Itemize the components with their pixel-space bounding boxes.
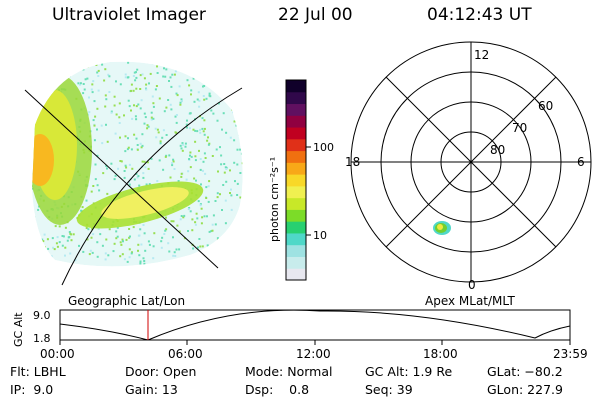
colorbar-segment — [286, 209, 306, 222]
dsp-status: Dsp: 0.8 — [245, 382, 310, 397]
mlt-label-18: 18 — [345, 155, 360, 169]
apex-caption: Apex MLat/MLT — [425, 294, 515, 308]
colorbar-segment — [286, 162, 306, 175]
colorbar-segment — [286, 115, 306, 128]
colorbar-segment — [286, 174, 306, 187]
x-tick-2359: 23:59 — [553, 347, 588, 361]
lat-label-60: 60 — [538, 99, 553, 113]
auroral-image — [32, 61, 243, 267]
colorbar-segment — [286, 221, 306, 234]
colorbar-segment — [286, 80, 306, 93]
mlt-label-6: 6 — [577, 155, 585, 169]
alt-min-label: 1.8 — [33, 332, 51, 345]
geographic-caption: Geographic Lat/Lon — [68, 294, 185, 308]
seq-status: Seq: 39 — [365, 382, 413, 397]
ip-status: IP: 9.0 — [10, 382, 54, 397]
geo-grid-lines — [24, 87, 243, 286]
colorbar-segment — [286, 91, 306, 105]
colorbar-frame — [285, 79, 307, 281]
colorbar-segment — [286, 268, 306, 281]
mode-status: Mode: Normal — [245, 364, 333, 379]
polar-grid — [350, 41, 592, 283]
alt-axis-label: GC Alt — [12, 312, 25, 347]
colorbar-segment — [286, 197, 306, 210]
mlt-label-0: 0 — [468, 278, 476, 292]
colorbar-tick-label-10: 10 — [313, 229, 327, 242]
gain-status: Gain: 13 — [125, 382, 178, 397]
mlt-label-12: 12 — [474, 48, 489, 62]
colorbar-unit-label: photon cm⁻²s⁻¹ — [268, 157, 281, 242]
time-label: 04:12:43 UT — [427, 5, 532, 25]
colorbar-segment — [286, 256, 306, 269]
glat-status: GLat: −80.2 — [487, 364, 563, 379]
colorbar-segment — [286, 138, 306, 152]
alt-max-label: 9.0 — [33, 309, 51, 322]
colorbar-segment — [286, 244, 306, 257]
colorbar — [286, 80, 306, 281]
door-status: Door: Open — [125, 364, 197, 379]
colorbar-segment — [286, 232, 306, 246]
lat-label-80: 80 — [490, 143, 505, 157]
colorbar-segment — [286, 150, 306, 163]
date-label: 22 Jul 00 — [278, 5, 353, 25]
filter-status: Flt: LBHL — [10, 364, 66, 379]
glon-status: GLon: 227.9 — [487, 382, 563, 397]
colorbar-tick-label-100: 100 — [313, 141, 334, 154]
polar-aurora-patch — [433, 221, 451, 235]
x-tick-1800: 18:00 — [423, 347, 458, 361]
gc-alt-status: GC Alt: 1.9 Re — [365, 364, 453, 379]
x-tick-0600: 06:00 — [168, 347, 203, 361]
colorbar-segment — [286, 185, 306, 199]
x-tick-0000: 00:00 — [40, 347, 75, 361]
colorbar-segment — [286, 103, 306, 116]
altitude-curve — [59, 309, 571, 341]
colorbar-segment — [286, 127, 306, 140]
instrument-title: Ultraviolet Imager — [52, 5, 206, 25]
lat-label-70: 70 — [512, 121, 527, 135]
altitude-plot-frame — [59, 309, 571, 341]
x-tick-1200: 12:00 — [296, 347, 331, 361]
